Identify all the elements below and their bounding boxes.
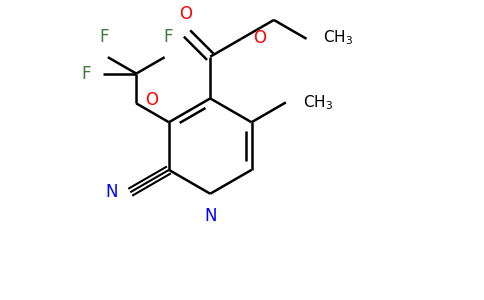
- Text: F: F: [81, 64, 91, 82]
- Text: N: N: [204, 207, 216, 225]
- Text: O: O: [253, 29, 266, 47]
- Text: CH$_3$: CH$_3$: [303, 93, 333, 112]
- Text: O: O: [180, 4, 193, 22]
- Text: N: N: [106, 183, 118, 201]
- Text: F: F: [99, 28, 109, 46]
- Text: O: O: [145, 92, 158, 110]
- Text: CH$_3$: CH$_3$: [323, 28, 354, 47]
- Text: F: F: [164, 28, 173, 46]
